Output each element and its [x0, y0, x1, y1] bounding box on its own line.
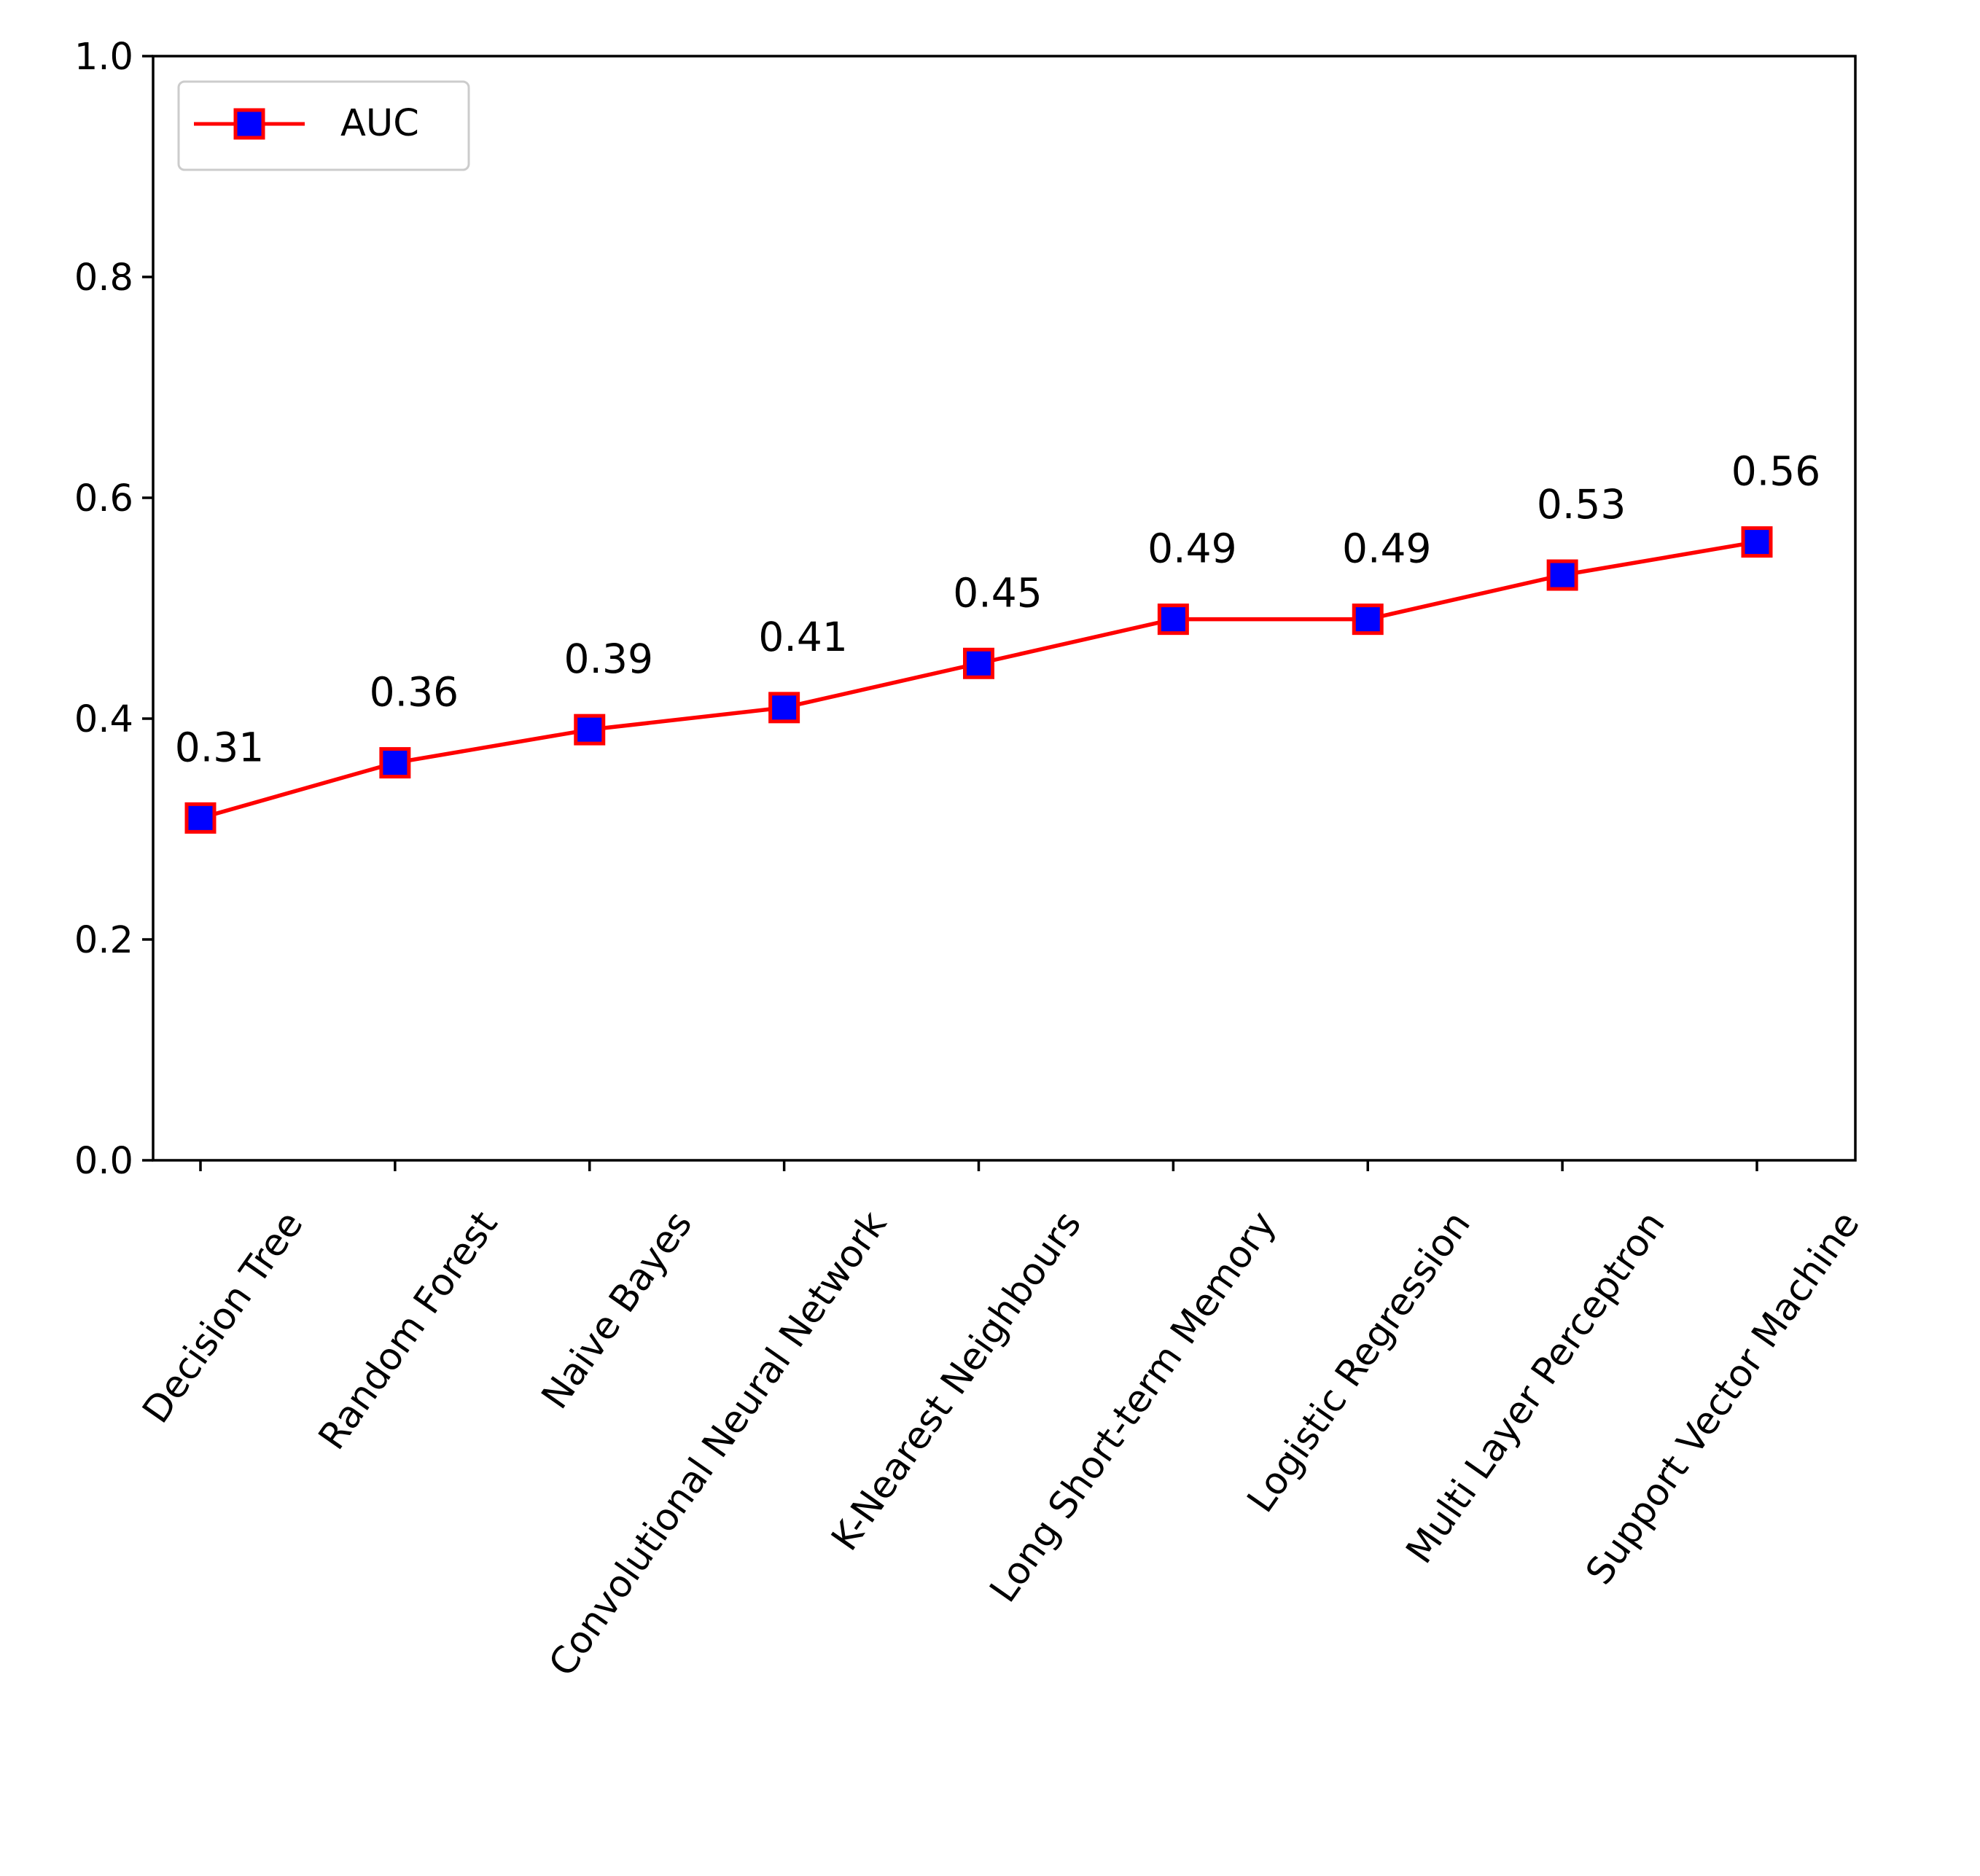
- legend-box: [177, 80, 470, 171]
- data-labels-layer: 0.31 0.36 0.39 0.41 0.45 0.49 0.49 0.53 0.56: [175, 448, 1820, 771]
- legend: AUC: [177, 80, 470, 171]
- y-axis: 0.0 0.2 0.4 0.6 0.8 1.0: [74, 36, 153, 1183]
- data-point-marker: [963, 647, 994, 679]
- data-point-marker: [184, 802, 217, 834]
- legend-marker-swatch: [233, 108, 265, 140]
- data-point-marker: [1741, 526, 1773, 558]
- y-tick-label: 0.4: [74, 698, 133, 741]
- y-tick-label: 0.0: [74, 1140, 133, 1183]
- data-label: 0.31: [175, 724, 264, 770]
- y-tick-label: 0.2: [74, 919, 133, 962]
- legend-label-auc: AUC: [340, 102, 419, 145]
- data-label: 0.39: [564, 636, 653, 682]
- data-point-marker: [1157, 603, 1189, 636]
- data-label: 0.53: [1537, 481, 1626, 528]
- data-point-marker: [379, 747, 411, 779]
- data-label: 0.36: [370, 669, 459, 716]
- plot-area-frame: [152, 55, 1857, 1162]
- data-label: 0.45: [953, 569, 1042, 616]
- y-tick-label: 1.0: [74, 36, 133, 79]
- y-tick-label: 0.6: [74, 477, 133, 520]
- data-point-marker: [768, 692, 800, 724]
- data-label: 0.49: [1342, 525, 1431, 572]
- data-point-marker: [1546, 559, 1578, 591]
- data-point-marker: [1352, 603, 1384, 636]
- series-layer: [184, 526, 1773, 834]
- data-label: 0.56: [1731, 448, 1820, 495]
- data-label: 0.49: [1147, 525, 1236, 572]
- data-point-marker: [574, 714, 606, 746]
- y-tick-label: 0.8: [74, 257, 133, 300]
- data-label: 0.41: [758, 614, 847, 660]
